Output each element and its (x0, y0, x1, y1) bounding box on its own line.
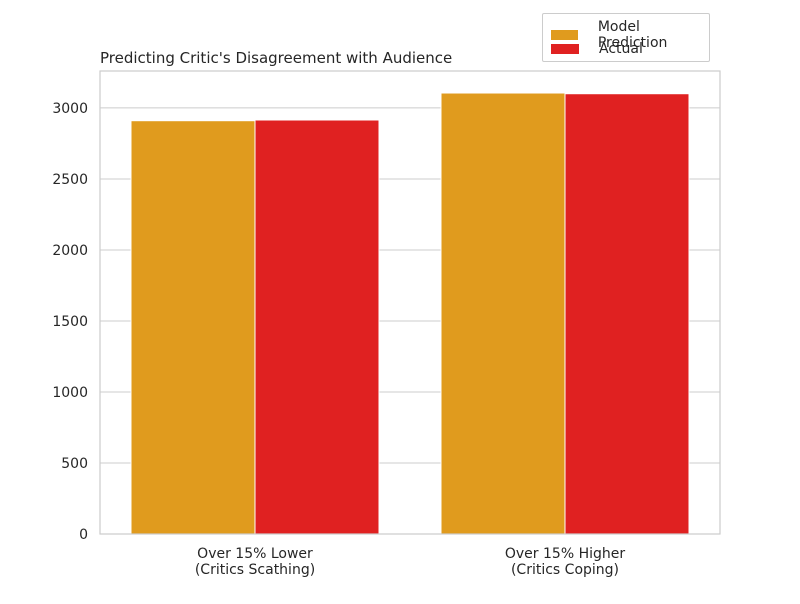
x-axis-ticks: Over 15% Lower (Critics Scathing) Over 15%… (195, 546, 626, 578)
bar-actual-0 (254, 119, 380, 535)
y-tick-label: 2000 (52, 243, 88, 259)
legend-item-model-prediction: Model Prediction (551, 19, 709, 51)
y-tick-label: 500 (61, 456, 88, 472)
x-tick-label: Over 15% Higher (Critics Coping) (505, 546, 625, 578)
y-axis-ticks: 0 500 1000 1500 2000 2500 3000 (52, 101, 88, 543)
y-tick-label: 1500 (52, 314, 88, 330)
legend: Model Prediction Actual (542, 13, 710, 62)
x-tick-label: Over 15% Lower (Critics Scathing) (195, 546, 315, 578)
legend-label-model-prediction: Model Prediction (597, 19, 668, 51)
y-tick-label: 1000 (52, 385, 88, 401)
y-tick-label: 2500 (52, 172, 88, 188)
plot-frame (99, 70, 721, 535)
bars (130, 92, 690, 535)
bar-model-prediction-1 (440, 92, 566, 535)
bar-actual-1 (564, 93, 690, 535)
legend-item-actual: Actual (551, 41, 643, 57)
y-tick-label: 3000 (52, 101, 88, 117)
chart-title: Predicting Critic's Disagreement with Au… (100, 49, 453, 67)
y-tick-label: 0 (79, 527, 88, 543)
bar-model-prediction-0 (130, 120, 256, 535)
legend-label-actual: Actual (599, 41, 643, 57)
legend-swatch-actual (551, 44, 579, 54)
legend-swatch-model-prediction (551, 30, 578, 40)
